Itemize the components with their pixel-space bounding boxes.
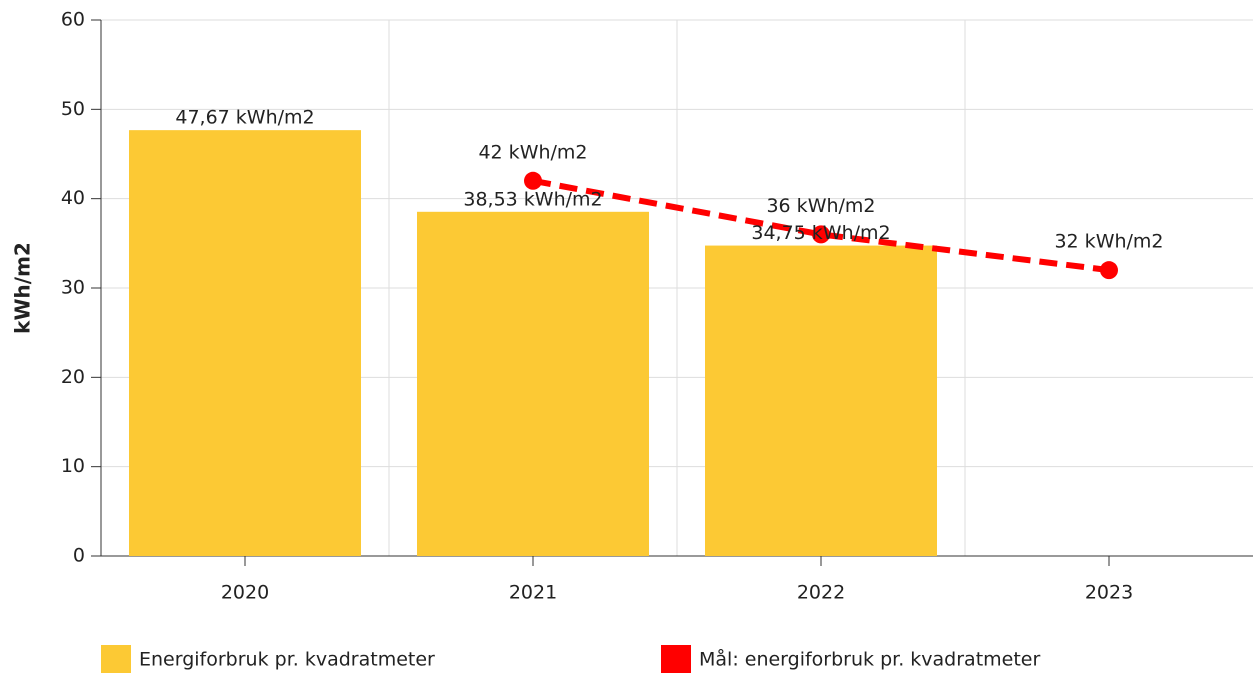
y-tick-label: 0	[73, 545, 85, 567]
x-tick-label: 2021	[509, 582, 557, 604]
legend-swatch	[661, 645, 691, 673]
target-marker	[1100, 261, 1118, 280]
y-axis-label: kWh/m2	[11, 242, 35, 334]
legend-swatch	[101, 645, 131, 673]
bar-value-label: 38,53 kWh/m2	[463, 188, 602, 210]
target-marker	[812, 225, 830, 244]
target-marker	[524, 171, 542, 190]
x-tick-label: 2020	[221, 582, 269, 604]
legend-label: Mål: energiforbruk pr. kvadratmeter	[699, 648, 1040, 671]
x-tick-label: 2023	[1085, 582, 1133, 604]
line-value-label: 36 kWh/m2	[766, 195, 875, 217]
bar	[129, 130, 361, 556]
bar-value-label: 34,75 kWh/m2	[751, 222, 890, 244]
y-tick-label: 50	[61, 98, 85, 120]
target-line	[532, 177, 1110, 274]
y-tick-label: 60	[61, 9, 85, 31]
y-tick-label: 30	[61, 277, 85, 299]
y-tick-label: 20	[61, 366, 85, 388]
y-tick-label: 40	[61, 187, 85, 209]
y-tick-label: 10	[61, 455, 85, 477]
x-tick-label: 2022	[797, 582, 845, 604]
legend-label: Energiforbruk pr. kvadratmeter	[139, 649, 435, 671]
bar-value-label: 47,67 kWh/m2	[175, 107, 314, 129]
line-value-label: 32 kWh/m2	[1054, 231, 1163, 253]
bar	[705, 245, 937, 557]
line-value-label: 42 kWh/m2	[478, 141, 587, 163]
bar	[417, 211, 649, 557]
